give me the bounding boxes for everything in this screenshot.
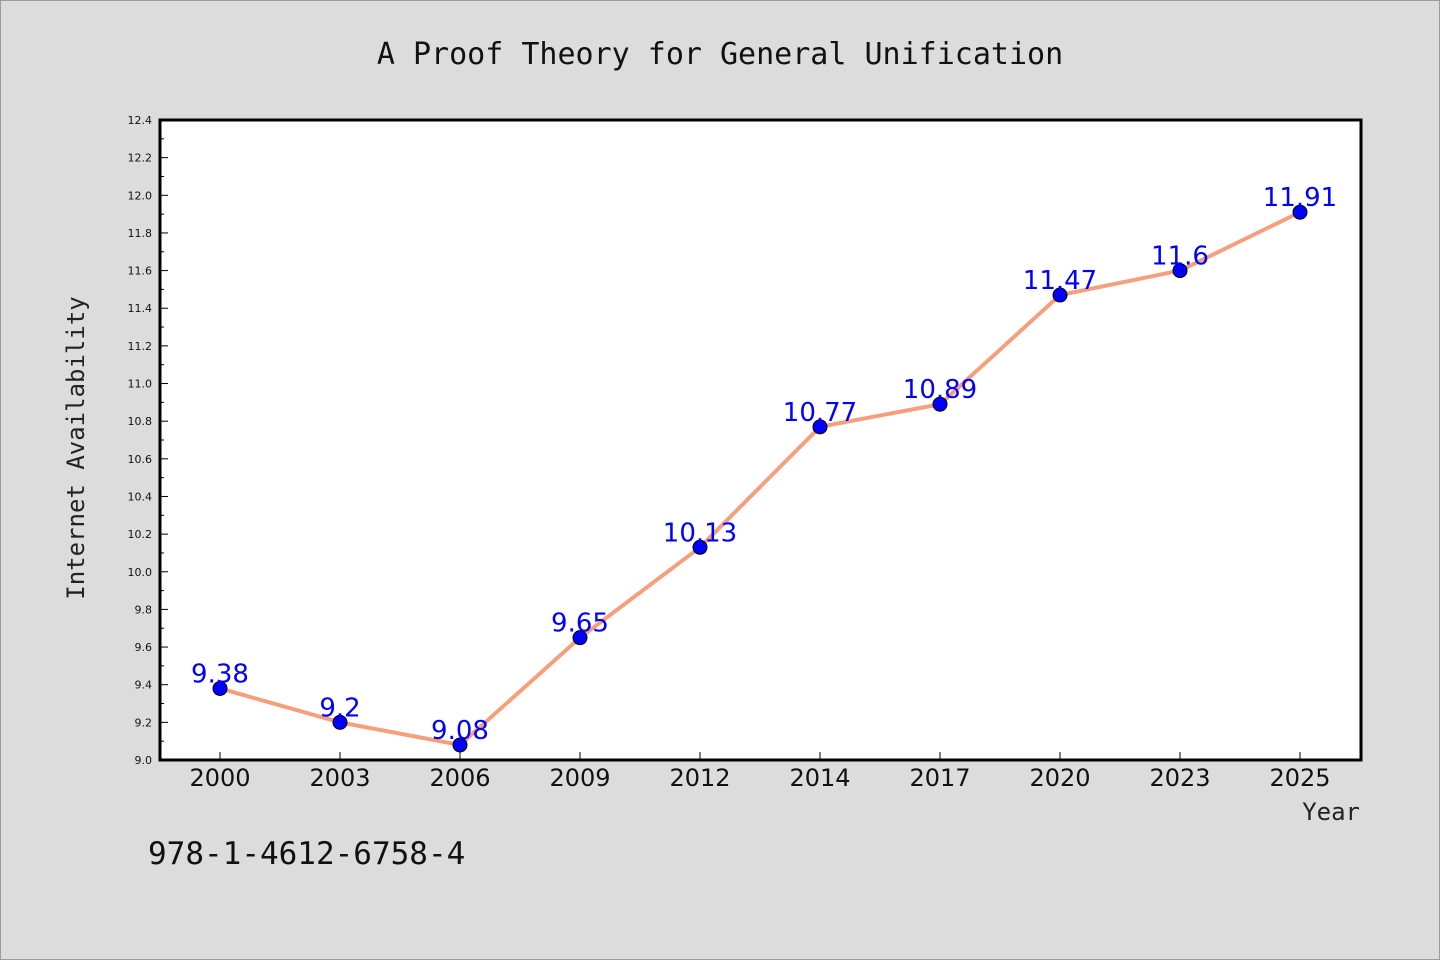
- x-tick-label: 2025: [1269, 764, 1330, 792]
- y-tick-label: 10.6: [128, 453, 153, 466]
- data-label: 11.6: [1151, 242, 1209, 272]
- x-tick-label: 2009: [549, 764, 610, 792]
- x-tick-label: 2003: [309, 764, 370, 792]
- x-tick-label: 2020: [1029, 764, 1090, 792]
- y-tick-label: 11.6: [128, 265, 153, 278]
- data-point: [1172, 263, 1188, 279]
- markers-group: [212, 204, 1308, 753]
- data-label: 10.13: [663, 518, 737, 548]
- series-line-group: [218, 210, 1302, 747]
- data-label: 9.38: [191, 659, 249, 689]
- data-labels-group: 9.38 9.2 9.08 9.65 10.13 10.77 10.89 11.47 11.6 1…: [191, 183, 1337, 746]
- data-point: [332, 714, 348, 730]
- data-point: [932, 396, 948, 412]
- y-tick-label: 11.2: [128, 340, 153, 353]
- data-point: [452, 737, 468, 753]
- chart-title: A Proof Theory for General Unification: [377, 37, 1063, 72]
- plot-area: [158, 118, 1363, 762]
- data-label: 10.89: [903, 375, 977, 405]
- y-axis-label: Internet Availability: [62, 296, 90, 599]
- y-tick-label: 12.2: [128, 152, 153, 165]
- data-point: [212, 680, 228, 696]
- y-axis: 9.0 9.2 9.4 9.6 9.8 10.0 10.2 10.4 10.6 10.8 11.0 1…: [128, 114, 168, 767]
- y-tick-label: 12.4: [128, 114, 153, 127]
- data-label: 11.91: [1263, 183, 1337, 213]
- x-axis: 2000 2003 2006 2009 2012 2014 2017 2020 2023 2025: [189, 752, 1331, 792]
- data-label: 10.77: [783, 398, 857, 428]
- y-tick-label: 11.8: [128, 227, 153, 240]
- x-tick-label: 2023: [1149, 764, 1210, 792]
- y-tick-label: 9.4: [135, 679, 153, 692]
- x-tick-label: 2012: [669, 764, 730, 792]
- y-tick-label: 10.8: [128, 415, 153, 428]
- x-tick-label: 2014: [789, 764, 850, 792]
- data-point: [1052, 287, 1068, 303]
- data-point: [812, 419, 828, 435]
- y-tick-label: 11.0: [128, 378, 153, 391]
- y-tick-label: 9.2: [135, 716, 153, 729]
- data-label: 9.08: [431, 716, 489, 746]
- y-tick-label: 10.0: [128, 566, 153, 579]
- data-point: [1292, 204, 1308, 220]
- data-point: [692, 539, 708, 555]
- data-label: 11.47: [1023, 266, 1097, 296]
- data-point: [572, 630, 588, 646]
- data-label: 9.2: [319, 693, 360, 723]
- x-tick-label: 2017: [909, 764, 970, 792]
- y-tick-label: 12.0: [128, 189, 153, 202]
- y-tick-label: 9.8: [135, 603, 153, 616]
- y-tick-label: 9.0: [135, 754, 153, 767]
- y-tick-label: 11.4: [128, 302, 153, 315]
- data-label: 9.65: [551, 609, 609, 639]
- isbn-annotation: 978-1-4612-6758-4: [148, 836, 465, 872]
- y-tick-label: 9.6: [135, 641, 153, 654]
- x-tick-label: 2006: [429, 764, 490, 792]
- x-axis-label: Year: [1302, 798, 1360, 826]
- y-tick-label: 10.4: [128, 490, 153, 503]
- y-tick-label: 10.2: [128, 528, 153, 541]
- series-line: [218, 210, 1302, 747]
- x-tick-label: 2000: [189, 764, 250, 792]
